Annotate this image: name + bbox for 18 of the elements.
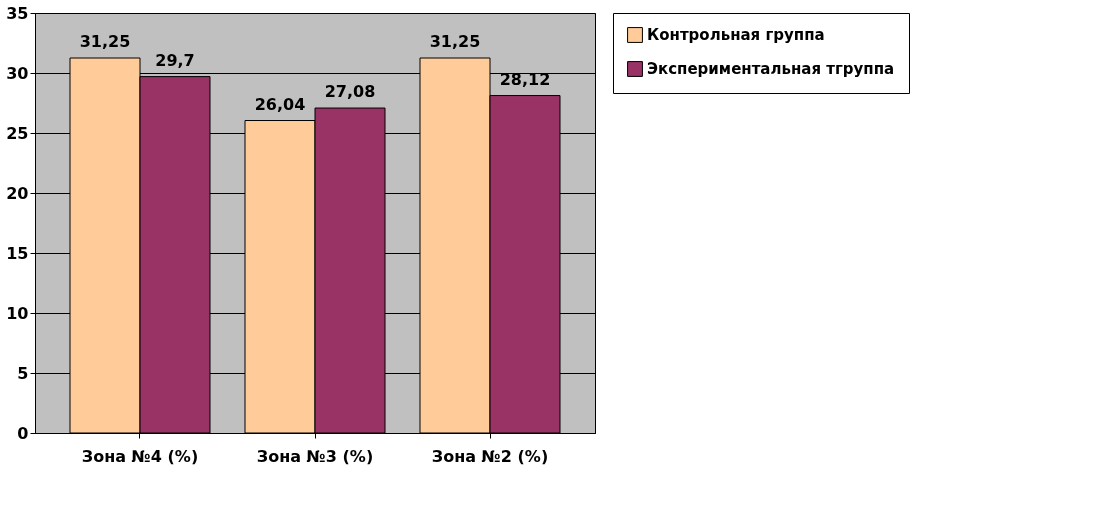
y-tick-label: 15: [6, 243, 29, 263]
y-tick-label: 20: [6, 183, 29, 203]
x-tick-label: Зона №3 (%): [256, 446, 374, 466]
data-label: 31,25: [429, 32, 481, 51]
data-label: 31,25: [79, 32, 131, 51]
data-label: 26,04: [254, 94, 306, 114]
y-tick-label: 5: [17, 363, 29, 383]
y-tick-label: 25: [6, 123, 29, 143]
y-tick-label: 0: [17, 423, 29, 443]
x-tick-label: Зона №4 (%): [81, 446, 199, 466]
y-tick-label: 10: [6, 303, 29, 323]
y-tick-label: 30: [6, 63, 29, 83]
data-label: 27,08: [324, 82, 376, 102]
data-label: 29,7: [155, 50, 195, 70]
y-tick-label: 35: [6, 3, 29, 23]
legend-label: Экспериментальная тгруппа: [647, 60, 895, 78]
x-tick-label: Зона №2 (%): [431, 446, 549, 466]
legend-label: Контрольная группа: [647, 26, 825, 44]
